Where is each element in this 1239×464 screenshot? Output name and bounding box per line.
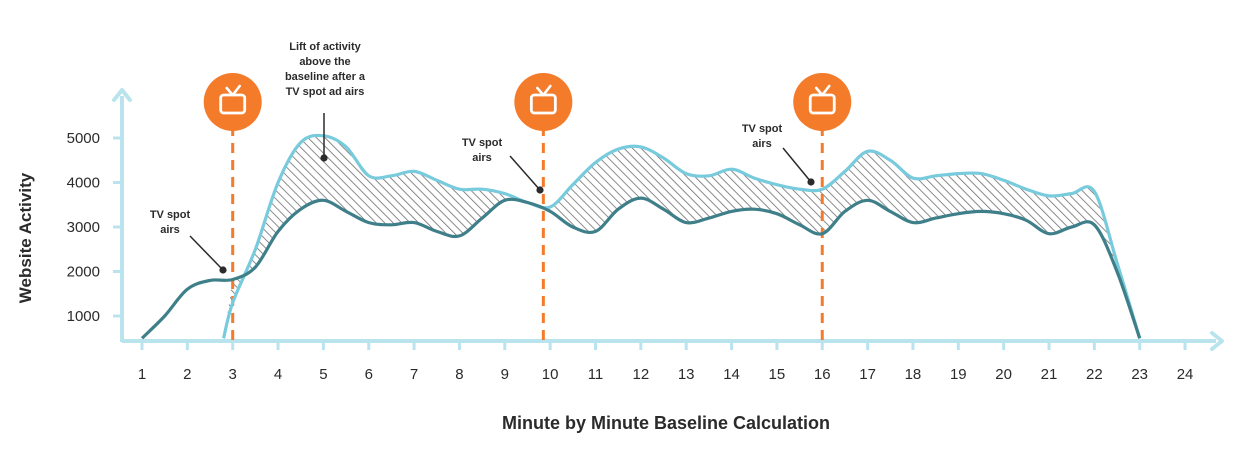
x-tick-label: 8 [455,366,463,383]
tv-spot-badge [514,73,573,131]
tv-icon [808,84,836,115]
annotation-text: Lift of activity [289,41,361,53]
annotation-dot [219,266,227,274]
tv-icon [529,84,557,115]
tv-spot-badge [203,73,262,131]
x-tick-label: 12 [633,366,650,383]
x-axis-arrow [1210,331,1224,351]
x-tick-label: 23 [1131,366,1148,383]
x-tick-label: 18 [905,366,922,383]
y-tick-label: 4000 [67,175,100,192]
x-ticks: 1 2 3 4 5 6 7 8 9 10 11 12 13 14 15 16 17 18 19 20 21 22 23 24 [138,341,1194,383]
x-tick-label: 1 [138,366,146,383]
y-axis-title: Website Activity [16,172,35,303]
x-tick-label: 3 [229,366,237,383]
annotation-dot [807,178,815,186]
annotations: TV spot airs Lift of activity above the base… [150,41,815,274]
x-tick-label: 20 [995,366,1012,383]
annotation-text: TV spot ad airs [286,86,365,98]
x-tick-label: 4 [274,366,282,383]
x-tick-label: 5 [319,366,327,383]
x-tick-label: 21 [1041,366,1058,383]
y-tick-label: 3000 [67,219,100,236]
x-tick-label: 24 [1177,366,1194,383]
y-tick-label: 2000 [67,264,100,281]
tv-icon-antenna [536,84,552,97]
x-tick-label: 22 [1086,366,1103,383]
annotation-text: TV spot [462,137,503,149]
x-tick-label: 2 [183,366,191,383]
annotation-text: baseline after a [285,71,366,83]
tv-spot-markers [203,73,852,341]
annotation-leader-line [782,147,812,183]
x-tick-label: 11 [588,366,604,383]
x-tick-label: 6 [365,366,373,383]
x-axis-title: Minute by Minute Baseline Calculation [502,413,830,433]
x-tick-label: 7 [410,366,418,383]
x-tick-label: 13 [678,366,695,383]
y-tick-label: 1000 [67,308,100,325]
lift-series-line [222,133,1142,339]
annotation-leader-line [509,155,541,191]
x-tick-label: 9 [501,366,509,383]
tv-icon-antenna [814,84,831,97]
annotation-text: TV spot [742,123,783,135]
tv-icon [219,84,247,115]
annotation-text: airs [752,138,772,150]
x-tick-label: 17 [859,366,876,383]
annotation-text: above the [299,56,350,68]
x-tick-label: 15 [769,366,786,383]
y-ticks: 1000 2000 3000 4000 5000 [67,130,122,325]
annotation-dot [536,186,544,194]
y-tick-label: 5000 [67,130,100,147]
tv-spot-badge [793,73,852,131]
x-tick-label: 19 [950,366,967,383]
annotation-text: airs [160,224,180,236]
annotation-leader-line [189,235,224,271]
baseline-series-line [140,196,1142,340]
x-tick-label: 16 [814,366,831,383]
tv-icon-antenna [225,84,241,97]
x-tick-label: 14 [723,366,740,383]
y-axis-arrow [112,88,132,102]
x-tick-label: 10 [542,366,559,383]
annotation-text: TV spot [150,209,191,221]
annotation-text: airs [472,152,492,164]
annotation-dot [320,154,328,162]
